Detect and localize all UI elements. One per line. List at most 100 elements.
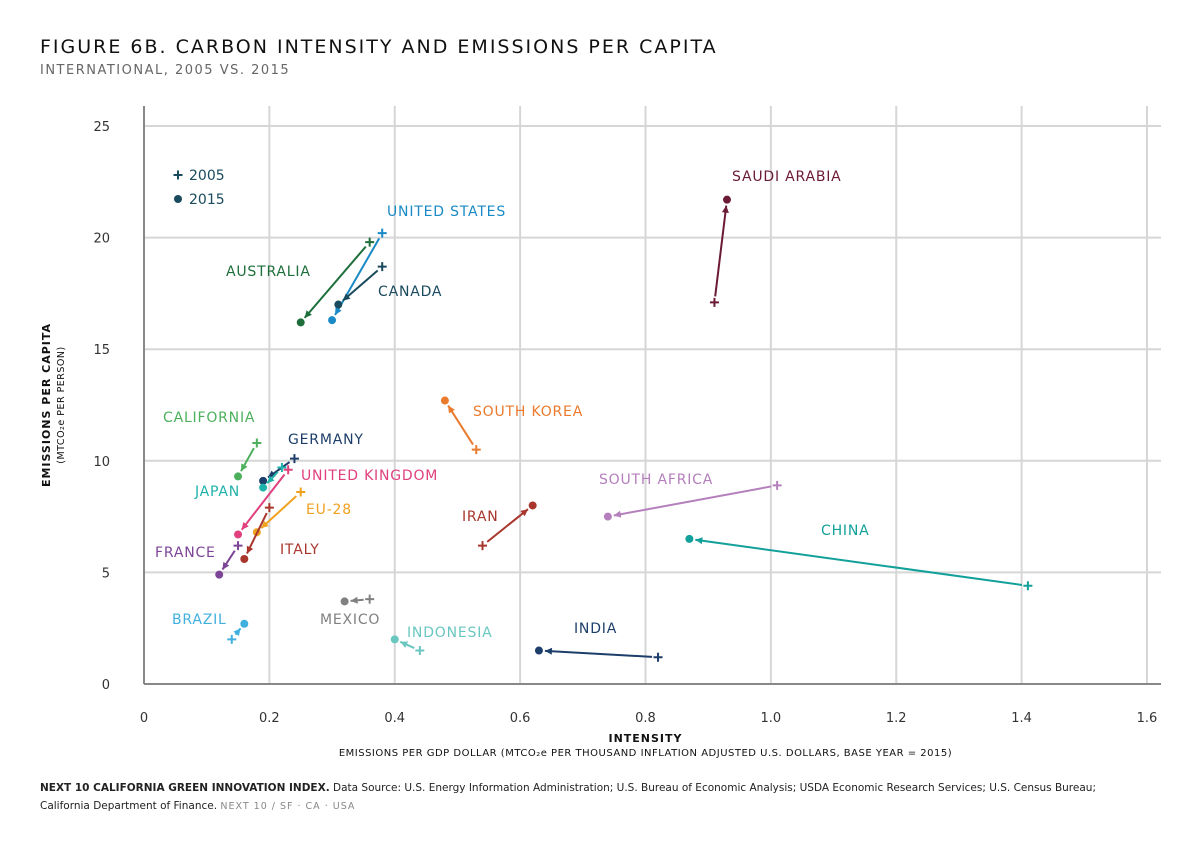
point-2005 [377, 228, 387, 238]
point-2005 [296, 487, 306, 497]
arrow-head [613, 510, 622, 518]
point-2015 [440, 396, 449, 405]
arrow-head [261, 520, 269, 529]
y-tick-label: 25 [93, 120, 110, 135]
point-2015 [215, 570, 224, 579]
x-tick-label: 0.6 [510, 711, 531, 726]
point-2015 [296, 318, 305, 327]
change-arrow-line [303, 245, 367, 319]
point-2005 [289, 454, 299, 464]
series-label: BRAZIL [172, 612, 227, 628]
point-2005 [653, 652, 663, 662]
brand-text: NEXT 10 / SF · CA · USA [220, 801, 356, 812]
point-2015 [240, 619, 249, 628]
series-china: CHINA [685, 523, 1033, 591]
grid-lines [144, 106, 1161, 684]
arrow-head [342, 293, 351, 301]
change-arrow-line [695, 538, 1023, 586]
arrow-head [241, 522, 249, 530]
point-2015 [534, 646, 543, 655]
series-canada: CANADA [334, 262, 442, 309]
series-label: IRAN [462, 509, 499, 525]
chart-title: FIGURE 6B. CARBON INTENSITY AND EMISSION… [40, 36, 718, 58]
series-label: FRANCE [155, 545, 216, 561]
change-arrow-line [613, 485, 772, 517]
point-2005 [709, 297, 719, 307]
series-label: ITALY [280, 542, 320, 558]
point-2005 [1023, 581, 1033, 591]
x-tick-label: 0.4 [384, 711, 405, 726]
chart-subtitle: INTERNATIONAL, 2005 VS. 2015 [40, 63, 291, 78]
series-label: SOUTH KOREA [473, 404, 583, 420]
point-2005 [365, 594, 375, 604]
change-arrow-line [260, 495, 297, 529]
change-arrow-line [342, 269, 379, 302]
series-india: INDIA [534, 621, 663, 662]
arrow-head [544, 647, 553, 655]
series-mexico: MEXICO [320, 594, 379, 628]
series-saudi-arabia: SAUDI ARABIA [709, 169, 841, 307]
series-france: FRANCE [155, 541, 243, 579]
axis-labels: INTENSITY EMISSIONS PER GDP DOLLAR (MTCO₂… [40, 323, 952, 759]
legend: 2005 2015 [173, 168, 225, 208]
point-2015 [234, 472, 243, 481]
arrow-head [400, 641, 409, 648]
series-label: AUSTRALIA [226, 264, 311, 280]
series-label: UNITED KINGDOM [301, 468, 438, 484]
point-2015 [259, 483, 268, 492]
point-2015 [259, 476, 268, 485]
source-text-2: California Department of Finance. [40, 800, 218, 812]
arrow-head [222, 561, 230, 570]
point-2005 [264, 503, 274, 513]
point-2015 [334, 300, 343, 309]
point-2015 [390, 635, 399, 644]
arrow-head [233, 628, 241, 637]
source-text: Data Source: U.S. Energy Information Adm… [329, 782, 1096, 794]
series-label: GERMANY [288, 432, 364, 448]
arrow-head [267, 475, 275, 484]
source-bold: NEXT 10 CALIFORNIA GREEN INNOVATION INDE… [40, 782, 330, 794]
x-tick-label: 1.2 [886, 711, 907, 726]
point-2005 [365, 237, 375, 247]
arrow-head [350, 596, 358, 604]
series-group: SAUDI ARABIA UNITED STATES AUSTRALIA CANADA… [155, 169, 1033, 662]
y-axis-label: EMISSIONS PER CAPITA [40, 323, 53, 487]
point-2005 [772, 480, 782, 490]
x-axis-label: INTENSITY [608, 732, 682, 745]
point-2015 [603, 512, 612, 521]
series-united-kingdom: UNITED KINGDOM [234, 465, 438, 539]
legend-2005-label: 2005 [189, 168, 225, 184]
arrow-head [335, 307, 342, 315]
series-australia: AUSTRALIA [226, 237, 375, 327]
point-2015 [234, 530, 243, 539]
y-tick-label: 20 [93, 232, 110, 247]
change-arrow-line [447, 405, 474, 446]
series-indonesia: INDONESIA [390, 625, 492, 656]
change-arrow-line [334, 237, 381, 316]
series-germany: GERMANY [259, 432, 364, 485]
series-south-korea: SOUTH KOREA [440, 396, 583, 455]
series-label: INDIA [574, 621, 617, 637]
series-iran: IRAN [462, 501, 537, 551]
series-label: UNITED STATES [387, 204, 506, 220]
series-brazil: BRAZIL [172, 612, 249, 644]
y-tick-label: 0 [102, 678, 110, 693]
point-2005 [478, 541, 488, 551]
y-tick-label: 5 [102, 566, 110, 581]
arrow-head [240, 463, 248, 472]
legend-2015-label: 2015 [189, 192, 225, 208]
y-tick-label: 10 [93, 455, 110, 470]
change-arrow-line [246, 512, 268, 555]
point-2015 [240, 555, 249, 564]
x-axis-sublabel: EMISSIONS PER GDP DOLLAR (MTCO₂e PER THO… [339, 748, 952, 759]
point-2005 [277, 462, 287, 472]
legend-2005-marker [173, 170, 183, 180]
series-south-africa: SOUTH AFRICA [599, 472, 782, 521]
series-label: JAPAN [194, 484, 240, 500]
x-tick-label: 1.4 [1011, 711, 1032, 726]
point-2015 [722, 195, 731, 204]
point-2015 [528, 501, 537, 510]
arrow-head [695, 537, 703, 545]
point-2005 [377, 262, 387, 272]
